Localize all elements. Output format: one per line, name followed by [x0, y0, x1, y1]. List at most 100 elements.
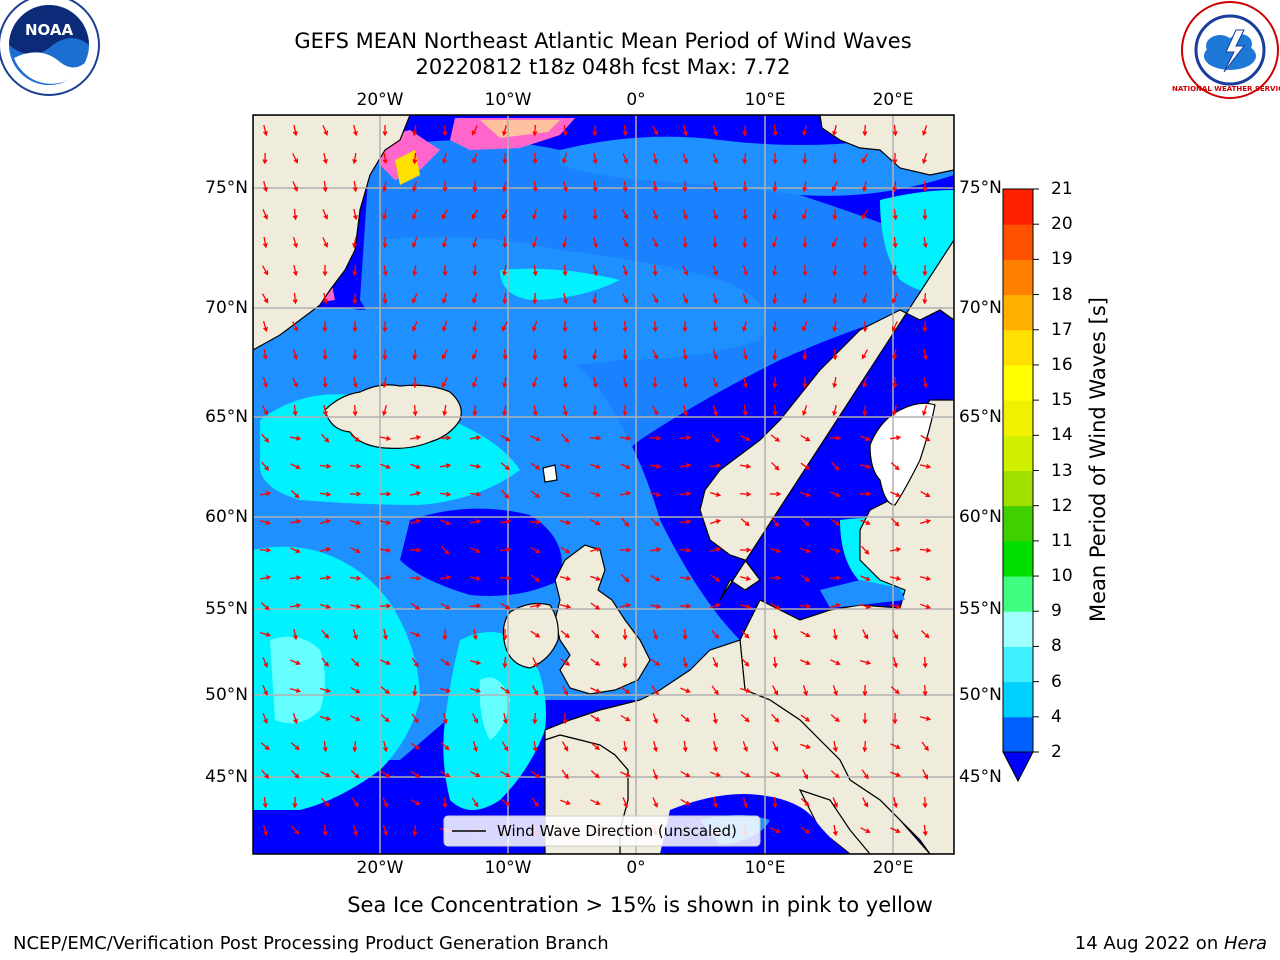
wind-wave-arrow [439, 463, 452, 469]
wind-wave-arrow [592, 404, 598, 417]
wind-wave-arrow [710, 574, 721, 582]
wind-wave-arrow [802, 180, 808, 193]
wind-wave-arrow [800, 462, 811, 470]
wind-wave-arrow [562, 264, 568, 277]
wind-wave-arrow [590, 602, 601, 610]
wind-wave-arrow [622, 628, 628, 641]
wind-wave-arrow [859, 464, 872, 469]
wind-wave-arrow [262, 825, 268, 837]
wind-wave-arrow [712, 405, 718, 417]
wind-wave-arrow [563, 404, 568, 417]
wind-wave-arrow [742, 348, 748, 361]
wind-wave-arrow [739, 463, 752, 469]
wind-wave-arrow [292, 181, 298, 192]
wind-wave-arrow [679, 575, 692, 581]
wind-wave-arrow [379, 603, 392, 609]
wind-wave-arrow [620, 686, 631, 694]
wind-wave-arrow [860, 519, 871, 525]
wind-wave-arrow [830, 714, 840, 723]
wind-wave-arrow [652, 180, 658, 193]
wind-wave-arrow [622, 740, 628, 753]
lat-tick-right-50n: 50°N [959, 685, 1002, 705]
wind-wave-arrow [501, 741, 509, 752]
wind-wave-arrow [382, 405, 388, 417]
lon-tick-top-10e: 10°E [744, 90, 786, 110]
wind-wave-arrow [770, 575, 782, 581]
colorbar-segment [1003, 611, 1033, 647]
wind-wave-arrow [322, 320, 328, 333]
wind-wave-arrow [560, 491, 571, 498]
wind-wave-arrow [290, 742, 300, 751]
wind-wave-arrow [740, 771, 751, 778]
wind-wave-arrow [292, 377, 299, 388]
wind-wave-arrow [592, 292, 598, 305]
wind-wave-arrow [352, 321, 358, 333]
wind-wave-arrow [802, 348, 808, 361]
colorbar-segment [1003, 189, 1033, 225]
wind-wave-arrow [742, 265, 748, 276]
wind-wave-arrow [292, 208, 298, 221]
wind-wave-arrow [829, 435, 842, 441]
lat-tick-left-65n: 65°N [205, 407, 248, 427]
wind-wave-arrow [711, 685, 719, 696]
wind-wave-arrow [501, 489, 510, 499]
wind-wave-arrow [350, 686, 361, 694]
wind-wave-arrow [412, 265, 418, 277]
chart-title-line2: 20220812 t18z 048h fcst Max: 7.72 [415, 55, 791, 79]
lon-tick-top-20w: 20°W [356, 90, 404, 110]
wind-wave-arrow [593, 237, 598, 249]
wind-wave-arrow [770, 602, 781, 610]
wind-wave-arrow [532, 377, 538, 388]
wind-wave-arrow [652, 125, 659, 136]
wind-wave-arrow [622, 153, 628, 164]
wind-wave-arrow [349, 603, 362, 609]
colorbar-label: Mean Period of Wind Waves [s] [1086, 297, 1110, 622]
wind-wave-arrow [892, 152, 898, 165]
wind-wave-arrow [412, 237, 418, 248]
wind-wave-arrow [561, 769, 569, 780]
wind-wave-arrow [622, 293, 629, 304]
colorbar-tick-label: 8 [1051, 636, 1062, 657]
wind-wave-arrow [350, 770, 360, 779]
wind-wave-arrow [772, 376, 778, 389]
wind-wave-arrow [411, 293, 418, 304]
wind-wave-arrow [532, 712, 538, 725]
wind-wave-arrow [502, 125, 507, 137]
wind-wave-arrow [651, 685, 659, 696]
wind-wave-arrow [412, 321, 418, 332]
wind-wave-arrow [800, 631, 811, 638]
wind-wave-arrow [830, 603, 842, 608]
wind-wave-arrow [292, 404, 298, 417]
wind-wave-arrow [622, 405, 628, 417]
wind-wave-arrow [742, 208, 748, 221]
wind-wave-arrow [382, 376, 388, 389]
wind-wave-arrow [620, 547, 632, 553]
wind-wave-arrow [682, 180, 688, 193]
wind-wave-arrow [713, 293, 718, 305]
wind-wave-arrow [832, 264, 838, 277]
wind-wave-arrow [862, 740, 868, 753]
colorbar-tick-label: 12 [1051, 495, 1073, 516]
wind-wave-arrow [922, 796, 928, 809]
wind-wave-arrow [292, 628, 298, 641]
wind-wave-arrow [890, 435, 902, 441]
wind-wave-arrow [742, 293, 748, 304]
wind-wave-arrow [442, 404, 448, 417]
wind-wave-arrow [861, 153, 868, 164]
wind-wave-arrow [742, 321, 747, 333]
wind-wave-arrow [772, 628, 778, 641]
wind-wave-arrow [832, 740, 838, 753]
wind-wave-arrow [262, 713, 268, 724]
colorbar-segment [1003, 470, 1033, 507]
wind-wave-arrow [832, 348, 838, 361]
noaa-logo: NOAA [0, 0, 100, 96]
map-legend [443, 815, 761, 847]
wind-wave-arrow [590, 463, 601, 469]
wind-wave-arrow [889, 575, 902, 581]
wind-wave-arrow [772, 685, 779, 696]
wind-wave-arrow [680, 798, 691, 806]
wind-wave-arrow [592, 320, 598, 333]
wind-wave-arrow [260, 742, 270, 751]
wind-wave-arrow [322, 376, 328, 389]
wind-wave-arrow [261, 461, 270, 471]
